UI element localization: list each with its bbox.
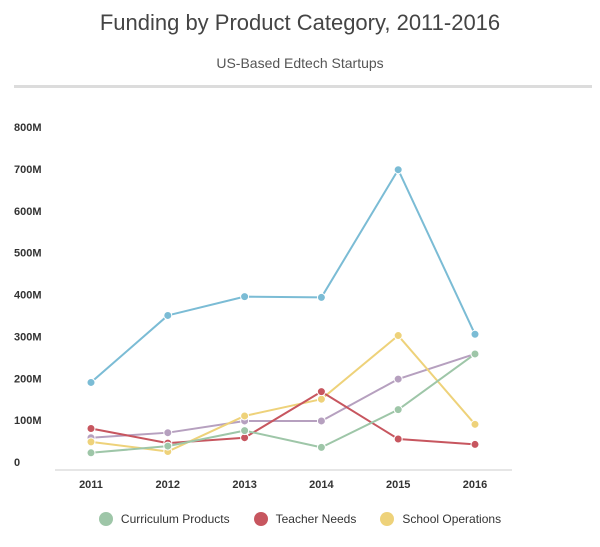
data-point-series-0	[316, 292, 326, 302]
legend-swatch	[253, 512, 268, 526]
data-point-series-0	[86, 377, 96, 387]
y-tick-label: 400M	[14, 290, 42, 302]
data-point-series-1	[393, 374, 403, 384]
data-point-series-0	[240, 292, 250, 302]
data-point-series-4	[240, 426, 250, 436]
legend-swatch	[98, 512, 113, 526]
data-point-series-3	[316, 387, 326, 397]
x-tick-label: 2013	[232, 479, 256, 491]
legend-item-school-operations[interactable]: School Operations	[380, 512, 501, 526]
legend-item-teacher-needs[interactable]: Teacher Needs	[253, 512, 357, 526]
legend-label: Teacher Needs	[275, 512, 357, 526]
legend-swatch	[380, 512, 395, 526]
y-tick-label: 200M	[14, 373, 42, 385]
x-tick-label: 2016	[463, 479, 487, 491]
data-point-series-3	[393, 434, 403, 444]
legend-label: Curriculum Products	[120, 512, 230, 526]
data-point-series-1	[163, 428, 173, 438]
y-tick-label: 600M	[14, 206, 42, 218]
x-tick-label: 2012	[156, 479, 180, 491]
x-tick-label: 2015	[386, 479, 410, 491]
data-point-series-4	[163, 441, 173, 451]
y-tick-label: 100M	[14, 415, 42, 427]
series-line-4	[90, 353, 476, 454]
chart-title: Funding by Product Category, 2011-2016	[99, 10, 501, 35]
data-point-series-4	[393, 405, 403, 415]
chart-legend: Curriculum Products Teacher Needs School…	[0, 512, 600, 526]
data-point-series-2	[470, 419, 480, 429]
series-line-3	[90, 390, 476, 446]
y-tick-label: 500M	[14, 248, 42, 260]
series-line-1	[90, 353, 476, 439]
chart-subtitle: US-Based Edtech Startups	[216, 55, 384, 71]
data-point-series-4	[470, 349, 480, 359]
data-point-series-2	[86, 437, 96, 447]
x-tick-label: 2011	[79, 479, 103, 491]
y-tick-label: 0	[14, 457, 20, 469]
data-point-series-2	[240, 411, 250, 421]
data-point-series-1	[316, 416, 326, 426]
y-tick-label: 800M	[14, 122, 42, 134]
data-point-series-2	[393, 331, 403, 341]
data-point-series-2	[316, 394, 326, 404]
series-line-2	[90, 334, 476, 453]
legend-item-curriculum-products[interactable]: Curriculum Products	[98, 512, 230, 526]
data-point-series-4	[316, 442, 326, 452]
legend-label: School Operations	[402, 512, 502, 526]
series-line-0	[90, 168, 476, 384]
data-point-series-4	[86, 448, 96, 458]
data-point-series-0	[163, 310, 173, 320]
data-point-series-3	[470, 439, 480, 449]
data-point-series-3	[86, 424, 96, 433]
header-divider	[14, 85, 592, 88]
data-point-series-0	[393, 165, 403, 175]
y-tick-label: 700M	[14, 164, 42, 176]
x-tick-label: 2014	[309, 479, 334, 491]
data-point-series-0	[470, 329, 480, 339]
y-tick-label: 300M	[14, 331, 42, 343]
